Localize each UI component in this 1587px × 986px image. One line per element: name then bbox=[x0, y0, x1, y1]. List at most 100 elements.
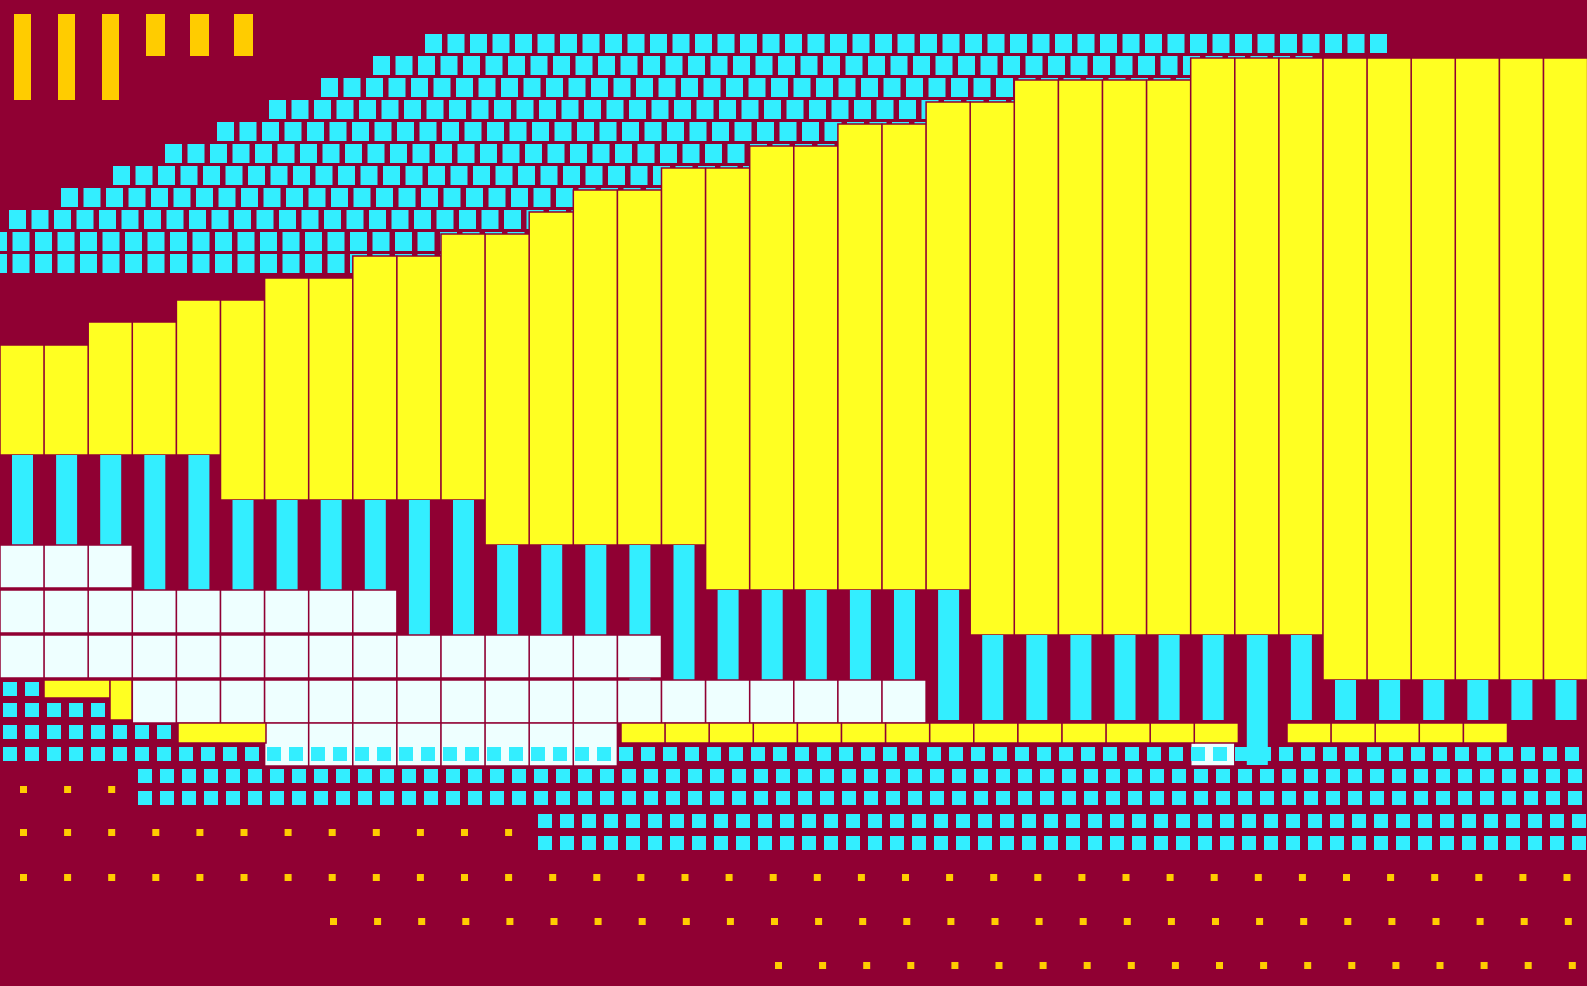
cyan-tile bbox=[717, 34, 735, 53]
cyan-tile bbox=[315, 166, 333, 185]
yellow-column bbox=[1234, 57, 1280, 636]
cyan-square bbox=[578, 769, 592, 783]
cyan-square bbox=[1521, 747, 1535, 761]
cyan-tile bbox=[965, 34, 982, 53]
yellow-strip bbox=[752, 722, 799, 744]
cyan-square bbox=[1044, 814, 1058, 828]
cyan-square bbox=[1198, 836, 1212, 850]
cyan-tile bbox=[890, 56, 908, 75]
cyan-square bbox=[1524, 769, 1538, 783]
cyan-tile bbox=[560, 34, 577, 53]
gold-dot bbox=[769, 874, 777, 881]
cyan-tile bbox=[166, 210, 184, 229]
cyan-tile bbox=[327, 254, 345, 273]
cyan-square bbox=[157, 725, 171, 739]
gold-dot bbox=[108, 829, 116, 836]
cyan-square bbox=[25, 682, 39, 696]
cyan-tile bbox=[350, 232, 367, 251]
cyan-square bbox=[402, 769, 416, 783]
cyan-tile bbox=[644, 122, 662, 141]
gold-dot bbox=[506, 918, 514, 925]
cyan-square bbox=[1433, 747, 1447, 761]
cyan-square bbox=[934, 836, 948, 850]
cyan-square bbox=[1213, 747, 1227, 761]
yellow-strip bbox=[1418, 722, 1465, 744]
cyan-bar bbox=[1114, 635, 1136, 720]
gold-dot bbox=[1034, 874, 1042, 881]
cyan-tile bbox=[1212, 34, 1230, 53]
cyan-tile bbox=[359, 100, 376, 119]
cyan-square bbox=[736, 814, 750, 828]
cyan-square bbox=[1572, 814, 1586, 828]
gold-dot bbox=[20, 829, 27, 836]
cyan-tile bbox=[845, 56, 863, 75]
cyan-square bbox=[358, 769, 372, 783]
pale-cell bbox=[43, 634, 89, 679]
cyan-tile bbox=[106, 188, 123, 207]
gold-dot bbox=[461, 874, 468, 881]
cyan-tile bbox=[255, 144, 272, 163]
cyan-tile bbox=[404, 100, 421, 119]
gold-dot bbox=[1260, 962, 1268, 969]
cyan-square bbox=[802, 836, 816, 850]
cyan-square bbox=[692, 836, 706, 850]
cyan-square bbox=[556, 769, 570, 783]
cyan-tile bbox=[1048, 56, 1065, 75]
yellow-strip bbox=[1193, 722, 1240, 744]
cyan-square bbox=[626, 836, 640, 850]
cyan-square bbox=[688, 769, 702, 783]
cyan-bar bbox=[144, 455, 166, 590]
cyan-square bbox=[1172, 791, 1186, 805]
cyan-square bbox=[1462, 836, 1476, 850]
cyan-tile bbox=[147, 254, 165, 273]
cyan-tile bbox=[508, 56, 525, 75]
cyan-tile bbox=[307, 122, 324, 141]
cyan-square bbox=[600, 769, 614, 783]
yellow-strip bbox=[620, 722, 666, 744]
cyan-tile bbox=[237, 254, 255, 273]
cyan-square bbox=[1103, 747, 1117, 761]
pale-cell bbox=[263, 634, 310, 679]
cyan-square bbox=[861, 747, 875, 761]
cyan-square bbox=[1084, 791, 1098, 805]
yellow-strip bbox=[109, 679, 133, 721]
cyan-tile bbox=[234, 210, 251, 229]
cyan-square bbox=[399, 747, 413, 761]
cyan-tile bbox=[906, 78, 923, 97]
cyan-square bbox=[1484, 836, 1498, 850]
yellow-column bbox=[528, 211, 575, 546]
cyan-square bbox=[1370, 791, 1384, 805]
cyan-square bbox=[670, 814, 684, 828]
cyan-square bbox=[824, 836, 838, 850]
yellow-strip bbox=[708, 722, 755, 744]
cyan-tile bbox=[196, 188, 213, 207]
cyan-square bbox=[1066, 814, 1080, 828]
cyan-tile bbox=[395, 232, 412, 251]
pale-cell bbox=[616, 679, 663, 724]
cyan-square bbox=[846, 836, 860, 850]
cyan-square bbox=[25, 725, 39, 739]
cyan-square bbox=[1150, 769, 1164, 783]
cyan-square bbox=[1084, 769, 1098, 783]
cyan-square bbox=[1081, 747, 1095, 761]
cyan-tile bbox=[539, 100, 556, 119]
pale-cell bbox=[131, 634, 178, 679]
cyan-square bbox=[270, 769, 284, 783]
pale-cell bbox=[263, 679, 310, 724]
cyan-square bbox=[380, 769, 394, 783]
cyan-tile bbox=[779, 122, 797, 141]
gold-bar bbox=[14, 14, 31, 100]
yellow-column bbox=[307, 277, 354, 501]
cyan-bar bbox=[276, 500, 298, 590]
cyan-square bbox=[160, 769, 174, 783]
yellow-column bbox=[352, 255, 398, 501]
cyan-tile bbox=[102, 254, 120, 273]
cyan-square bbox=[538, 836, 552, 850]
yellow-column bbox=[616, 189, 663, 546]
cyan-tile bbox=[672, 34, 690, 53]
cyan-square bbox=[1191, 747, 1205, 761]
cyan-square bbox=[446, 791, 460, 805]
cyan-tile bbox=[958, 56, 975, 75]
cyan-tile bbox=[305, 254, 322, 273]
cyan-tile bbox=[480, 144, 497, 163]
